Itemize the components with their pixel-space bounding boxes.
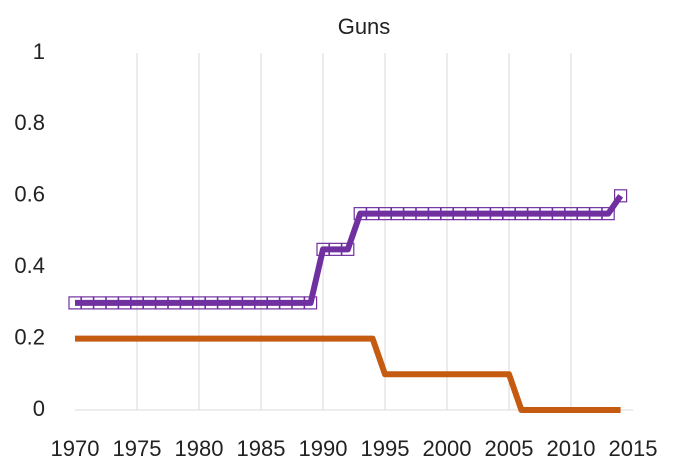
x-tick-label: 1985 (237, 436, 286, 461)
marker (304, 296, 318, 310)
x-tick-label: 1975 (113, 436, 162, 461)
series-line (75, 335, 621, 413)
chart-title: Guns (338, 14, 391, 39)
y-tick-label: 1 (33, 39, 45, 64)
x-tick-label: 1995 (361, 436, 410, 461)
x-tick-label: 2005 (485, 436, 534, 461)
y-tick-label: 0.4 (14, 253, 45, 278)
y-tick-label: 0.8 (14, 110, 45, 135)
marker (341, 242, 355, 256)
y-tick-label: 0.2 (14, 324, 45, 349)
x-tick-label: 2015 (609, 436, 658, 461)
x-tick-label: 1970 (51, 436, 100, 461)
x-tick-label: 2000 (423, 436, 472, 461)
series-line (75, 194, 624, 306)
x-tick-label: 1980 (175, 436, 224, 461)
x-tick-label: 1990 (299, 436, 348, 461)
marker (601, 207, 615, 221)
marker (613, 189, 628, 203)
x-tick-label: 2010 (547, 436, 596, 461)
y-tick-label: 0.6 (14, 182, 45, 207)
y-tick-label: 0 (33, 396, 45, 421)
